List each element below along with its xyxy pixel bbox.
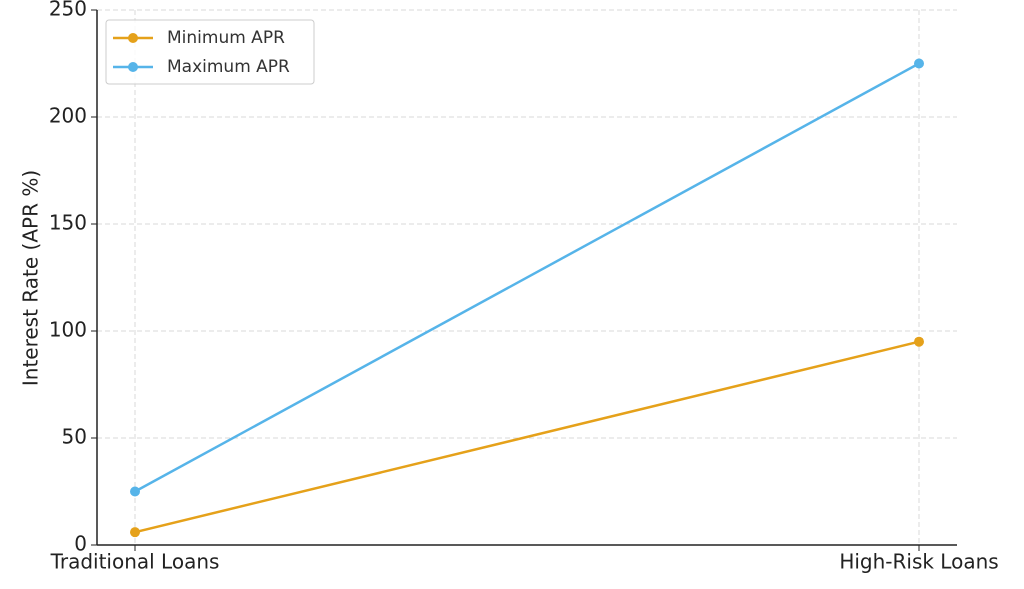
point: [130, 486, 140, 497]
legend-marker: [128, 62, 138, 72]
series-line: [134, 62, 920, 493]
x-tick-label: High-Risk Loans: [839, 550, 998, 574]
legend-label: Minimum APR: [167, 28, 285, 48]
y-tick-label: 100: [49, 318, 87, 342]
y-tick-label: 150: [49, 211, 87, 235]
y-tick-label: 0: [74, 532, 87, 556]
y-tick-label: 250: [49, 0, 87, 21]
legend-box: [105, 19, 315, 85]
y-tick-label: 50: [62, 425, 87, 449]
point: [914, 336, 924, 347]
legend: Minimum APR Maximum APR: [105, 19, 315, 85]
point: [914, 58, 924, 69]
point: [130, 527, 140, 538]
y-tick-label: 200: [49, 104, 87, 128]
y-axis-label: Interest Rate (APR %): [19, 170, 43, 386]
series-line: [134, 340, 920, 534]
x-tick-label: Traditional Loans: [50, 550, 220, 574]
legend-marker: [128, 33, 138, 43]
legend-label: Maximum APR: [167, 57, 290, 77]
